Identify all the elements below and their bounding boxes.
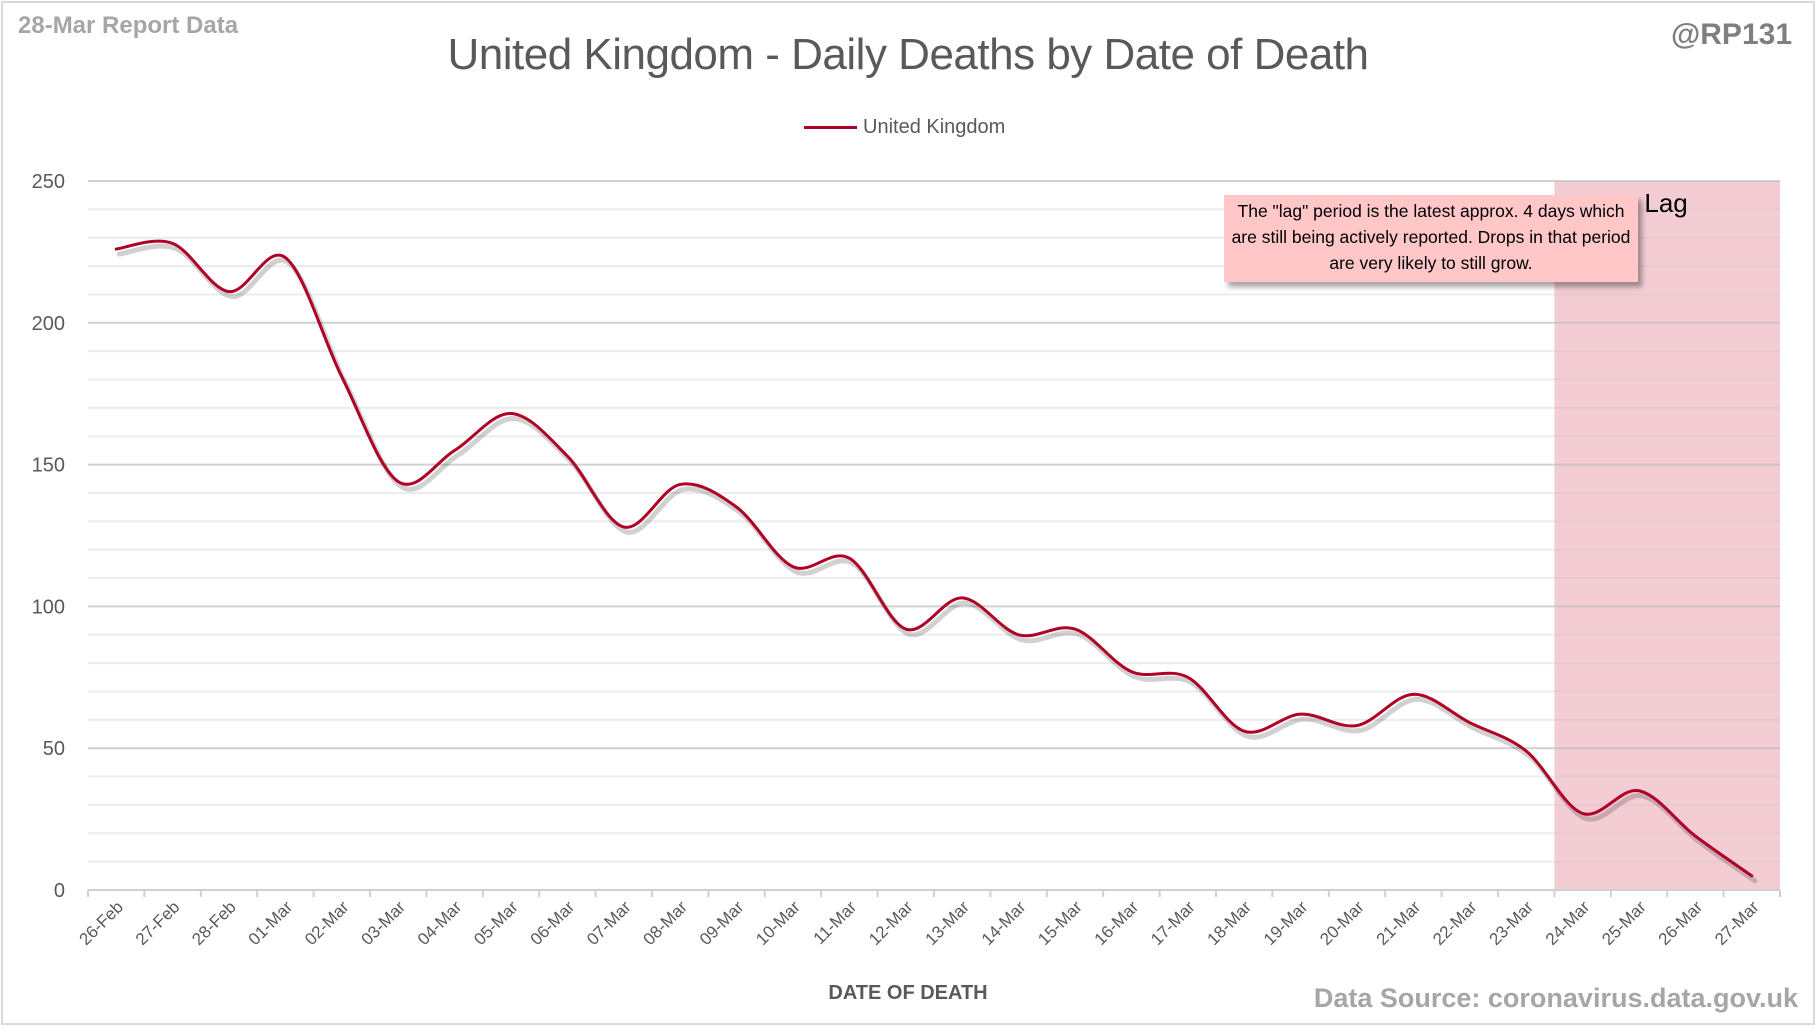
- x-tick-label: 18-Mar: [1204, 897, 1256, 949]
- x-tick-label: 27-Feb: [132, 897, 184, 949]
- legend-swatch-united-kingdom: [804, 126, 857, 129]
- x-tick-label: 17-Mar: [1147, 897, 1199, 949]
- x-tick-label: 15-Mar: [1034, 897, 1086, 949]
- lag-annotation: The "lag" period is the latest approx. 4…: [1224, 195, 1638, 282]
- data-source: Data Source: coronavirus.data.gov.uk: [1313, 983, 1798, 1013]
- x-tick-label: 20-Mar: [1316, 897, 1368, 949]
- x-tick-label: 03-Mar: [358, 897, 410, 949]
- series-line-shadow: [116, 243, 1758, 884]
- x-tick-label: 07-Mar: [583, 897, 635, 949]
- x-tick-label: 26-Feb: [75, 897, 127, 949]
- x-tick-label: 13-Mar: [922, 897, 974, 949]
- y-tick-label: 0: [54, 880, 65, 902]
- x-tick-label: 12-Mar: [865, 897, 917, 949]
- x-tick-label: 14-Mar: [978, 897, 1030, 949]
- y-tick-label: 100: [32, 596, 65, 618]
- series-line-united-kingdom: [114, 239, 1754, 878]
- legend: United Kingdom: [804, 116, 1005, 139]
- x-tick-label: 23-Mar: [1486, 897, 1538, 949]
- x-tick-label: 28-Feb: [188, 897, 240, 949]
- legend-label-united-kingdom: United Kingdom: [863, 116, 1006, 138]
- x-tick-label: 02-Mar: [301, 897, 353, 949]
- chart-title: United Kingdom - Daily Deaths by Date of…: [447, 30, 1369, 79]
- x-tick-label: 19-Mar: [1260, 897, 1312, 949]
- x-tick-label: 21-Mar: [1373, 897, 1425, 949]
- x-tick-label: 09-Mar: [696, 897, 748, 949]
- y-tick-label: 250: [32, 171, 65, 193]
- lag-region: [1554, 181, 1780, 890]
- x-tick-label: 16-Mar: [1091, 897, 1143, 949]
- author-handle: @RP131: [1671, 18, 1792, 51]
- y-tick-label: 50: [43, 738, 65, 760]
- x-tick-label: 27-Mar: [1711, 897, 1763, 949]
- x-tick-label: 05-Mar: [470, 897, 522, 949]
- x-tick-label: 08-Mar: [640, 897, 692, 949]
- x-tick-label: 10-Mar: [752, 897, 804, 949]
- x-tick-label: 11-Mar: [810, 897, 861, 948]
- x-tick-label: 01-Mar: [245, 897, 297, 949]
- x-tick-label: 04-Mar: [414, 897, 466, 949]
- x-tick-label: 25-Mar: [1598, 897, 1650, 949]
- x-tick-label: 06-Mar: [527, 897, 579, 949]
- x-tick-label: 24-Mar: [1542, 897, 1594, 949]
- x-tick-label: 22-Mar: [1429, 897, 1481, 949]
- x-tick-label: 26-Mar: [1655, 897, 1707, 949]
- x-axis-title: DATE OF DEATH: [828, 982, 988, 1004]
- y-tick-label: 150: [32, 455, 65, 477]
- lag-region-label: Lag: [1644, 188, 1687, 218]
- y-tick-label: 200: [32, 313, 65, 335]
- report-date-label: 28-Mar Report Data: [18, 12, 239, 39]
